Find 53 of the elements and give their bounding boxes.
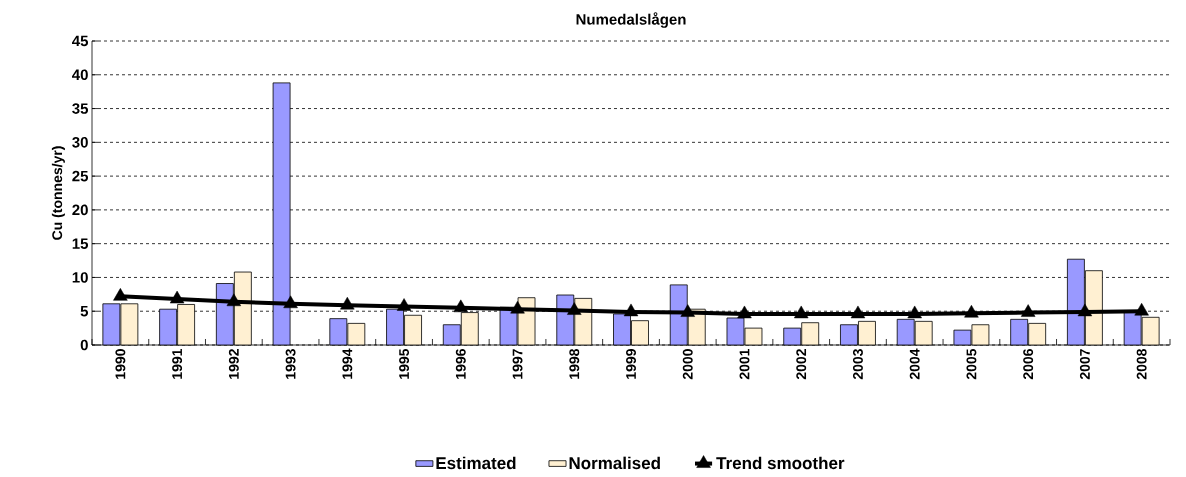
x-tick-label: 2007 — [1079, 349, 1090, 380]
point — [340, 296, 355, 310]
point — [453, 299, 468, 313]
y-tick-label: 0 — [80, 339, 88, 351]
x-tick-label: 1990 — [115, 349, 126, 379]
legend-label: Estimated — [436, 456, 516, 470]
point — [510, 300, 525, 314]
y-tick-label: 30 — [72, 137, 88, 148]
y-tick-label: 35 — [72, 103, 89, 114]
x-tick-label: 1994 — [342, 348, 353, 379]
point — [964, 305, 979, 318]
point — [794, 305, 809, 319]
point — [680, 304, 695, 317]
x-tick-label: 2003 — [852, 349, 863, 380]
point — [396, 298, 412, 311]
x-tick-label: 1996 — [455, 349, 466, 379]
x-tick-label: 2006 — [1023, 349, 1034, 380]
x-tick-label: 2000 — [682, 349, 693, 380]
x-tick-label: 1999 — [626, 349, 636, 379]
x-tick-label: 1991 — [172, 348, 183, 379]
x-tick-label: 2002 — [796, 349, 807, 380]
point — [623, 303, 639, 317]
legend-label: Normalised — [569, 456, 660, 470]
point — [283, 295, 298, 309]
y-tick-label: 40 — [72, 69, 88, 81]
point — [850, 305, 866, 319]
y-tick-label: 15 — [72, 238, 89, 249]
point — [737, 305, 752, 319]
y-tick-label: 45 — [72, 35, 89, 47]
x-tick-label: 2001 — [739, 348, 750, 380]
x-tick-label: 2004 — [909, 348, 920, 380]
point — [567, 302, 582, 315]
x-tick-label: 1997 — [512, 349, 523, 379]
point — [1020, 304, 1036, 317]
y-tick-label: 20 — [72, 204, 88, 216]
y-tick-label: 25 — [72, 170, 89, 182]
chart-title: Numedalslågen — [576, 12, 686, 28]
x-tick-label: 1995 — [399, 348, 410, 379]
point — [169, 290, 185, 304]
legend-label: Trend smoother — [716, 456, 845, 470]
y-tick-label: 5 — [80, 305, 89, 317]
x-tick-label: 1998 — [569, 348, 580, 379]
point — [907, 305, 922, 319]
x-tick-label: 2008 — [1136, 348, 1147, 380]
point — [1134, 302, 1149, 316]
point — [113, 288, 128, 301]
x-tick-label: 1992 — [228, 349, 239, 379]
x-tick-label: 2005 — [966, 348, 977, 380]
x-tick-label: 1993 — [285, 349, 296, 379]
point — [1077, 303, 1093, 317]
y-axis-title: Cu (tonnes/yr) — [51, 146, 65, 240]
point — [226, 293, 242, 307]
y-tick-label: 10 — [72, 272, 88, 283]
